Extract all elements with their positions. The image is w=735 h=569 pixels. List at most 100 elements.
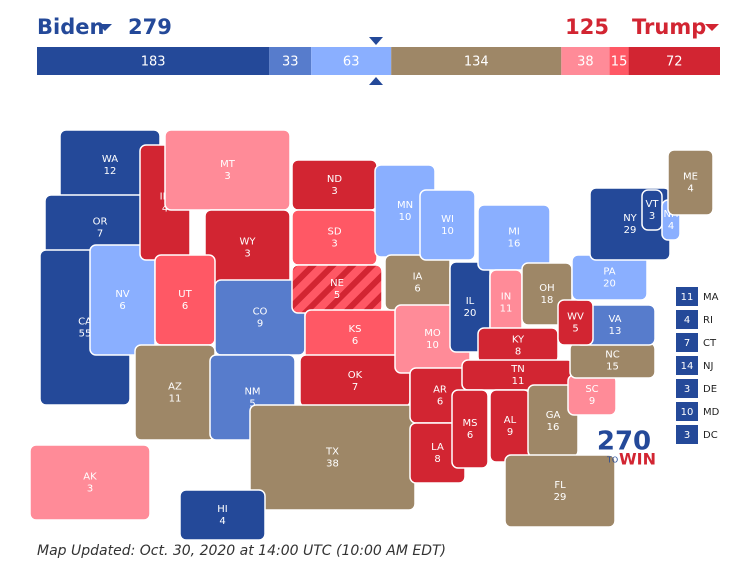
state-ev: 6 [352, 336, 358, 347]
state-shape[interactable] [154, 254, 216, 346]
state-shape[interactable] [504, 454, 616, 528]
small-state-box[interactable] [676, 287, 698, 306]
state-abbr: IA [413, 272, 423, 283]
state-ev: 4 [219, 516, 225, 527]
small-state-box[interactable] [676, 402, 698, 421]
state-abbr: AR [433, 385, 447, 396]
state-shape[interactable] [249, 404, 416, 511]
state-abbr: WI [441, 214, 454, 225]
state-shape[interactable] [667, 149, 714, 216]
state-ev: 11 [512, 376, 525, 387]
state-ev: 3 [331, 186, 337, 197]
state-ev: 4 [162, 204, 168, 215]
state-ev: 8 [434, 454, 440, 465]
state-shape[interactable] [291, 209, 378, 266]
state-abbr: MS [463, 418, 478, 429]
footer-note: Map Updated: Oct. 30, 2020 at 14:00 UTC … [37, 543, 446, 559]
small-state-box[interactable] [676, 333, 698, 352]
state-shape[interactable] [451, 389, 489, 469]
state-shape[interactable] [299, 354, 411, 408]
state-abbr: VA [608, 314, 621, 325]
state-abbr: LA [431, 442, 444, 453]
state-abbr: ND [327, 174, 342, 185]
state-ev: 7 [97, 229, 103, 240]
state-abbr: MT [220, 159, 236, 170]
small-state-ev: 11 [681, 292, 694, 303]
dem-name[interactable]: Biden [37, 15, 104, 39]
state-shape[interactable] [179, 489, 266, 541]
state-ev: 5 [249, 399, 255, 410]
state-shape[interactable] [291, 159, 378, 211]
state-shape[interactable] [489, 389, 531, 463]
bar-segment-label: 33 [282, 55, 299, 70]
state-ev: 3 [244, 249, 250, 260]
state-shape[interactable] [89, 244, 156, 356]
state-abbr: MI [508, 227, 520, 238]
state-abbr: OR [93, 217, 108, 228]
rep-name[interactable]: Trump [632, 15, 706, 39]
small-state-abbr: RI [703, 315, 713, 326]
state-abbr: NE [330, 278, 344, 289]
state-shape[interactable] [304, 309, 406, 361]
state-shape[interactable] [571, 254, 648, 301]
state-shape[interactable] [567, 374, 617, 416]
small-state-abbr: CT [703, 338, 717, 349]
state-abbr: IN [501, 292, 511, 303]
small-state-ev: 14 [681, 361, 694, 372]
state-shape[interactable] [477, 327, 559, 364]
state-ev: 55 [79, 329, 92, 340]
bar-segment-label: 72 [666, 55, 683, 70]
state-ev: 3 [649, 211, 655, 222]
state-shape[interactable] [164, 129, 291, 211]
state-ev: 10 [399, 212, 412, 223]
small-state-abbr: MA [703, 292, 719, 303]
state-shape[interactable] [384, 254, 451, 311]
state-ev: 16 [547, 422, 560, 433]
state-shape[interactable] [569, 342, 656, 379]
state-shape[interactable] [557, 299, 594, 346]
state-ev: 10 [441, 226, 454, 237]
state-ev: 6 [437, 397, 443, 408]
us-map: WA12OR7CA55NV6ID4MT3WY3UT6CO9AZ11NM5ND3S… [29, 129, 714, 541]
state-abbr: KS [349, 324, 362, 335]
state-ev: 18 [541, 295, 554, 306]
small-state-ev: 4 [684, 315, 690, 326]
state-abbr: VT [646, 199, 660, 210]
state-shape[interactable] [489, 269, 523, 336]
bar-segment-label: 183 [141, 55, 166, 70]
small-state-box[interactable] [676, 379, 698, 398]
bar-segment-label: 63 [343, 55, 360, 70]
dem-dropdown[interactable] [98, 24, 112, 31]
state-shape[interactable] [134, 344, 216, 441]
threshold-marker [369, 77, 383, 85]
rep-dropdown[interactable] [705, 24, 719, 31]
small-state-ev: 3 [684, 430, 690, 441]
ev-bar: 183 33 63 134 38 15 72 [37, 47, 720, 75]
small-state-box[interactable] [676, 425, 698, 444]
state-shape[interactable] [204, 209, 291, 286]
small-state-ev: 3 [684, 384, 690, 395]
bar-segment [609, 47, 629, 75]
bar-segment [391, 47, 562, 75]
state-ev: 29 [554, 492, 567, 503]
state-shape[interactable] [29, 444, 151, 521]
state-ev: 3 [87, 484, 93, 495]
state-abbr: NY [623, 213, 637, 224]
state-abbr: GA [546, 410, 561, 421]
small-state-box[interactable] [676, 310, 698, 329]
state-ev: 4 [668, 221, 674, 232]
state-ev: 9 [589, 396, 595, 407]
state-shape[interactable] [291, 264, 383, 314]
state-ev: 7 [352, 382, 358, 393]
state-shape[interactable] [477, 204, 551, 271]
state-ev: 5 [334, 290, 340, 301]
small-state-box[interactable] [676, 356, 698, 375]
state-shape[interactable] [641, 189, 663, 231]
state-shape[interactable] [419, 189, 476, 261]
state-ev: 4 [687, 184, 693, 195]
state-ev: 11 [169, 394, 182, 405]
bar-segment [311, 47, 392, 75]
bar-segment [269, 47, 312, 75]
state-ev: 13 [609, 326, 622, 337]
